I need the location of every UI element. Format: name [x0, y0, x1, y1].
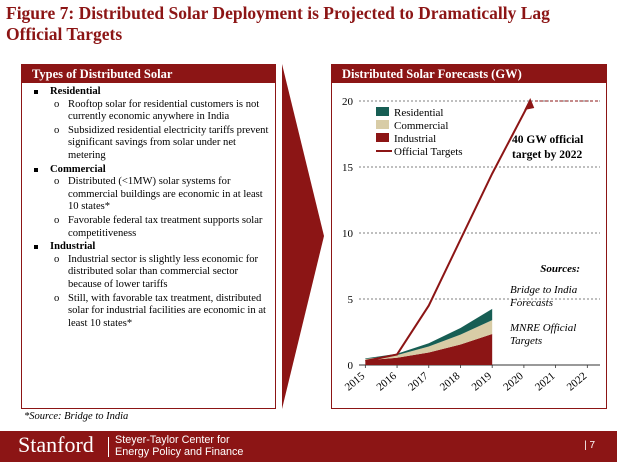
category-label: Industrial — [50, 241, 96, 253]
list-item-text: Rooftop solar for residential customers … — [68, 98, 260, 123]
target-annotation: 40 GW official — [512, 134, 583, 146]
legend-swatch — [376, 120, 389, 129]
category-label: Residential — [50, 86, 101, 97]
y-tick-label: 10 — [342, 228, 354, 240]
list-item: o Subsidized residential electricity tari… — [28, 125, 269, 163]
circle-bullet-icon: o — [54, 124, 60, 136]
page-number: | 7 — [584, 440, 595, 451]
footer: Stanford Steyer-Taylor Center for Energy… — [0, 431, 617, 462]
x-tick-label: 2018 — [438, 370, 463, 394]
source-item: Bridge to India — [510, 284, 578, 296]
list-item-text: Subsidized residential electricity tarif… — [68, 124, 269, 161]
square-bullet-icon — [34, 167, 38, 172]
list-item: o Favorable federal tax treatment support… — [28, 215, 269, 240]
x-tick-label: 2017 — [406, 370, 431, 394]
list-item-text: Distributed (<1MW) solar systems for com… — [68, 176, 263, 213]
official-target-line — [365, 100, 532, 363]
legend-label: Commercial — [394, 120, 448, 132]
circle-bullet-icon: o — [54, 292, 60, 304]
y-tick-label: 15 — [342, 162, 354, 174]
forecast-panel: Distributed Solar Forecasts (GW) 0 5 10 15 2… — [331, 64, 607, 409]
bullet-list: Residential o Rooftop solar for residenti… — [22, 83, 275, 330]
category-commercial: Commercial — [28, 164, 269, 177]
types-panel: Types of Distributed Solar Residential o… — [21, 64, 276, 409]
forecast-panel-header: Distributed Solar Forecasts (GW) — [332, 65, 606, 83]
list-item: o Distributed (<1MW) solar systems for co… — [28, 176, 269, 214]
chevron-arrow-icon — [282, 64, 324, 409]
y-tick-label: 20 — [342, 96, 354, 108]
source-item: Targets — [510, 335, 542, 347]
list-item-text: Still, with favorable tax treatment, dis… — [68, 292, 266, 329]
footer-center-line: Steyer-Taylor Center for — [115, 434, 230, 446]
list-item: o Rooftop solar for residential customers… — [28, 99, 269, 124]
footer-divider — [108, 437, 109, 457]
footer-center-name: Steyer-Taylor Center for Energy Policy a… — [115, 434, 244, 458]
square-bullet-icon — [34, 90, 38, 94]
footer-brand: Stanford — [18, 432, 94, 457]
circle-bullet-icon: o — [54, 253, 60, 265]
category-label: Commercial — [50, 163, 106, 175]
legend-label: Industrial — [394, 133, 436, 145]
target-arrowhead-icon — [524, 98, 535, 110]
list-item-text: Industrial sector is slightly less econo… — [68, 253, 259, 290]
x-tick-label: 2021 — [533, 370, 558, 393]
x-tick-label: 2022 — [565, 370, 590, 393]
y-tick-label: 0 — [348, 360, 354, 372]
target-annotation: target by 2022 — [512, 149, 583, 161]
source-item: Forecasts — [509, 297, 553, 309]
sources-heading: Sources: — [540, 263, 580, 275]
source-note: *Source: Bridge to India — [24, 411, 129, 422]
x-tick-label: 2019 — [470, 370, 495, 394]
legend-swatch — [376, 107, 389, 116]
category-residential: Residential — [28, 86, 269, 99]
legend-swatch — [376, 133, 389, 142]
x-tick-label: 2016 — [374, 370, 399, 394]
area-industrial — [365, 333, 493, 365]
legend-label: Residential — [394, 107, 444, 119]
list-item: o Industrial sector is slightly less econ… — [28, 254, 269, 292]
list-item: o Still, with favorable tax treatment, di… — [28, 293, 269, 331]
circle-bullet-icon: o — [54, 214, 60, 226]
circle-bullet-icon: o — [54, 176, 60, 188]
list-item-text: Favorable federal tax treatment supports… — [68, 214, 263, 239]
x-tick-label: 2015 — [343, 370, 368, 394]
circle-bullet-icon: o — [54, 98, 60, 110]
y-tick-label: 5 — [348, 294, 354, 306]
x-tick-label: 2020 — [501, 370, 526, 394]
page-title: Figure 7: Distributed Solar Deployment i… — [6, 3, 550, 44]
footer-center-line: Energy Policy and Finance — [115, 445, 244, 458]
legend-label: Official Targets — [394, 146, 463, 158]
source-item: MNRE Official — [509, 322, 576, 334]
area-commercial — [365, 320, 493, 361]
arrow-shape — [282, 64, 324, 409]
square-bullet-icon — [34, 245, 38, 250]
category-industrial: Industrial — [28, 241, 269, 254]
types-panel-header: Types of Distributed Solar — [22, 65, 275, 83]
